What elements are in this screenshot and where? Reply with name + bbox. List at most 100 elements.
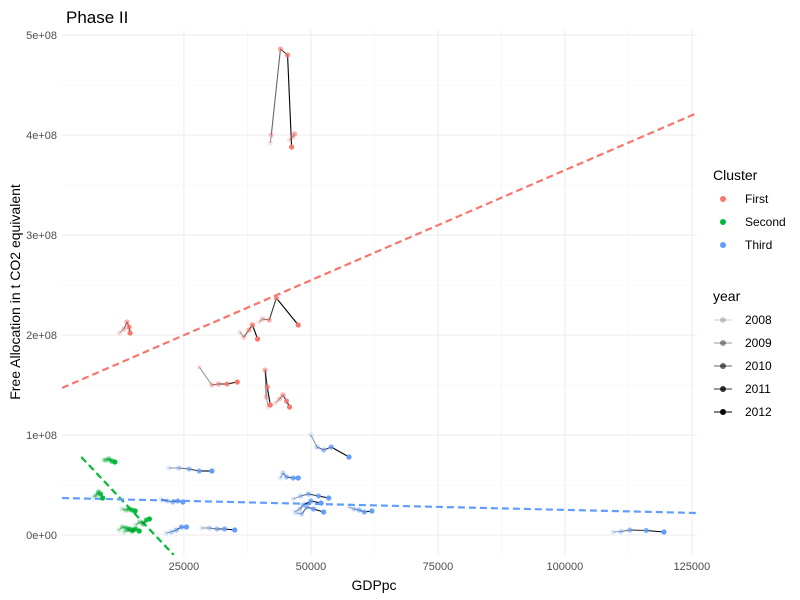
path-segment [296,512,302,515]
path-segment [270,48,281,136]
path-segment [294,508,301,513]
data-point [209,468,215,474]
series-first [267,46,295,150]
path-segment [118,526,123,531]
path-segment [279,472,284,479]
data-point [158,496,164,502]
data-point [146,516,152,522]
x-tick-label: 50000 [296,561,327,573]
data-point [328,444,334,450]
legend-key-2011 [720,386,726,392]
data-point [627,527,633,533]
series-first [272,392,293,410]
series-third [610,527,667,535]
data-point [292,131,298,137]
path-segment [274,398,280,404]
data-point [356,507,362,513]
data-point [321,447,327,453]
data-point [326,495,332,501]
legend-key-2010 [720,363,726,369]
grid [62,30,697,555]
data-point [369,508,375,514]
data-point [273,295,279,301]
data-point [186,466,192,472]
data-point [256,319,262,325]
x-tick-label: 100000 [547,561,584,573]
data-point [232,527,238,533]
data-point [267,140,273,146]
series-second [101,456,118,465]
data-point [178,524,184,530]
data-point [283,398,290,404]
data-point [249,322,256,328]
path-segment [198,366,213,386]
x-axis-title: GDPpc [351,577,396,593]
chart-title: Phase II [66,8,128,27]
data-point [166,465,172,471]
legend-key-first [720,196,726,202]
data-point [299,511,305,517]
series-third [346,504,375,515]
data-point [314,444,320,450]
path-segment [613,530,621,533]
legend-label-2012: 2012 [745,405,772,419]
data-point [361,509,367,515]
data-point [292,509,298,515]
data-point [315,493,322,499]
trend-line-second [80,456,175,555]
path-segment [135,521,141,526]
data-point [121,326,127,332]
data-point [277,475,284,481]
series-first [256,295,301,328]
path-segment [239,331,245,338]
y-axis-title: Free Allocation in t CO2 equivalent [7,184,23,400]
path-segment [330,446,350,458]
data-point [173,527,179,533]
data-point [283,474,290,480]
data-point [286,137,293,143]
data-point [136,528,142,534]
data-point [297,506,303,512]
y-tick-label: 4e+08 [26,130,57,142]
data-point [643,527,649,534]
data-point [254,336,261,342]
data-point [116,330,123,336]
y-tick-label: 2e+08 [26,330,57,342]
data-point [290,475,296,481]
data-layer [90,46,667,536]
data-point [125,527,131,533]
data-point [305,491,311,497]
series-third [292,498,324,515]
data-point [215,381,222,387]
data-point [295,322,301,328]
legend-label-2009: 2009 [745,336,772,350]
series-first [196,364,240,388]
data-point [180,499,186,505]
data-point [351,506,357,512]
data-point [277,46,284,52]
data-point [264,384,270,390]
data-point [116,527,122,533]
data-point [260,316,266,322]
data-point [284,52,291,58]
trend-line-first [62,111,697,390]
series-second [133,516,152,528]
data-point [618,528,624,535]
legend-label-2008: 2008 [745,313,772,327]
series-second [119,506,138,514]
data-point [294,510,300,516]
data-point [286,404,293,410]
data-point [196,468,202,474]
path-segment [93,494,97,498]
path-segment [287,54,293,148]
legend-label-2011: 2011 [745,382,771,396]
data-point [266,317,272,323]
data-point [289,144,295,150]
data-point [165,498,171,504]
data-point [237,329,243,335]
data-point [176,465,182,471]
path-segment [269,134,272,144]
data-point [234,379,240,385]
cluster-legend-title: Cluster [713,167,758,183]
